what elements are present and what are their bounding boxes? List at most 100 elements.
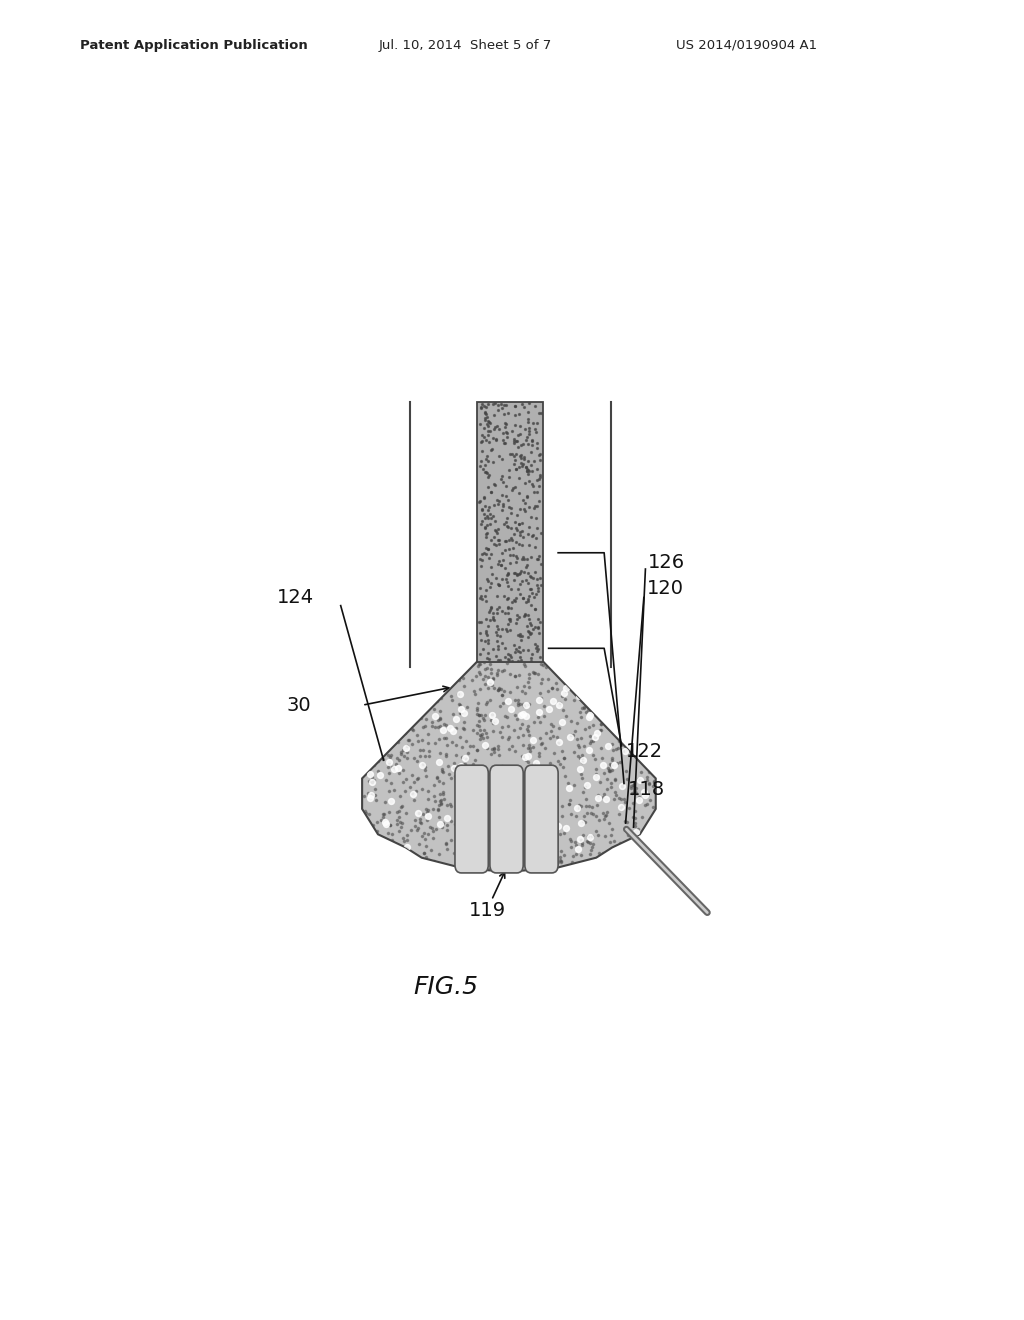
Point [529,459,546,480]
Point [494,660,510,681]
Point [528,574,545,595]
Point [456,718,472,739]
Point [459,697,475,718]
Point [504,845,520,866]
Point [474,430,490,451]
Point [372,838,388,859]
Point [476,796,493,817]
Point [534,734,550,755]
Point [486,474,503,495]
Point [471,455,487,477]
Point [518,486,535,507]
Point [611,862,628,883]
Point [407,810,423,832]
Point [608,752,625,774]
Point [573,680,590,701]
Point [483,779,500,800]
Point [632,714,648,735]
Point [483,663,500,684]
Point [479,506,496,527]
Point [487,816,504,837]
Point [489,529,506,550]
Point [360,710,377,731]
Point [578,789,594,810]
Point [490,739,507,760]
Point [394,828,411,849]
Point [603,824,620,845]
Point [556,747,572,768]
Point [446,752,463,774]
Point [391,785,408,807]
Point [519,401,536,422]
Point [447,770,464,791]
Point [634,865,650,886]
Point [478,722,495,743]
Point [505,841,521,862]
Point [464,755,480,776]
Point [406,719,422,741]
Point [508,565,524,586]
Point [547,858,563,879]
Point [569,713,586,734]
Point [547,785,563,807]
Point [530,743,547,764]
Point [615,843,632,865]
Point [508,459,524,480]
Point [515,490,531,511]
Point [381,780,397,801]
Point [542,652,558,673]
Point [479,632,496,653]
Point [514,520,530,541]
Point [439,807,456,828]
Point [423,711,439,733]
Point [413,698,429,719]
Text: Patent Application Publication: Patent Application Publication [80,38,307,51]
Point [366,770,382,791]
Point [516,653,532,675]
Point [383,789,399,810]
Point [451,669,467,690]
Point [513,570,529,591]
Point [606,660,623,681]
Point [470,692,486,713]
Point [500,403,516,424]
Point [391,750,408,771]
Point [588,748,604,770]
Point [573,834,590,855]
Point [603,776,620,797]
Point [507,404,523,425]
Point [530,403,547,424]
Point [606,863,623,884]
Point [534,688,550,709]
Point [520,663,537,684]
Point [616,701,633,722]
Point [428,855,444,876]
Point [561,777,578,799]
Point [364,772,380,793]
Point [502,644,518,665]
Point [571,829,588,850]
Point [444,758,461,779]
Point [432,700,449,721]
Point [525,737,542,758]
Point [604,759,621,780]
Point [536,705,552,726]
Point [507,859,523,880]
Point [408,845,424,866]
Point [615,710,632,731]
Point [423,840,439,861]
Point [595,845,611,866]
Point [523,595,540,616]
Point [481,599,498,620]
Point [516,561,532,582]
Point [521,609,538,630]
Point [506,453,522,474]
Point [370,738,386,759]
Point [639,793,655,814]
Point [388,752,404,774]
Point [370,760,386,781]
Point [433,688,450,709]
Point [525,663,542,684]
Point [606,652,623,673]
Point [574,768,591,789]
